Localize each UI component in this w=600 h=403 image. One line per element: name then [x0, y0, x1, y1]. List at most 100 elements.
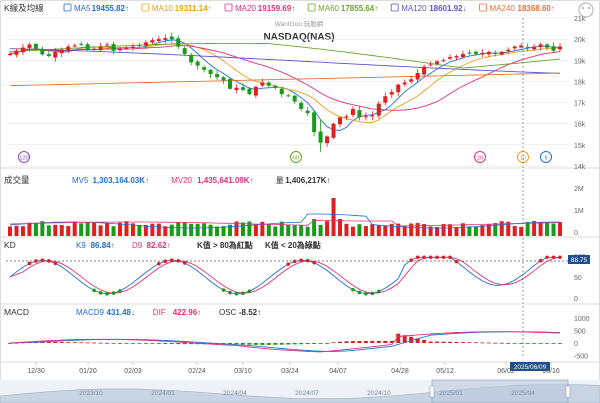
date-badge-bg	[510, 362, 550, 371]
candle-body	[312, 112, 317, 133]
event-marker[interactable]	[18, 151, 30, 163]
date-label: 04/28	[391, 368, 409, 375]
macd-osc-bar	[305, 343, 310, 345]
candle-body	[538, 44, 543, 48]
legend-checkbox[interactable]	[63, 3, 72, 12]
volume-bar	[266, 224, 271, 236]
candle-body	[415, 72, 420, 80]
volume-bar	[480, 225, 485, 236]
legend-checkbox[interactable]	[141, 3, 150, 12]
volume-bar	[460, 223, 465, 236]
kd-red-dot	[176, 259, 181, 263]
candle-body	[428, 64, 433, 66]
dif-line	[9, 331, 561, 353]
volume-bar	[525, 221, 530, 236]
candle-body	[266, 82, 271, 86]
volume-bar	[428, 226, 433, 236]
volume-bar	[415, 223, 420, 236]
macd-osc-bar	[59, 342, 64, 343]
kd-red-dot	[441, 255, 446, 260]
macd-osc-bar	[66, 342, 71, 343]
candle-body	[111, 44, 116, 51]
date-label: 06/02	[497, 368, 515, 375]
candle-body	[169, 36, 174, 40]
vol-tick-label: 2M	[574, 186, 584, 193]
candle-body	[46, 54, 51, 57]
legend-checkbox[interactable]	[307, 3, 316, 12]
kd-red-dot	[558, 255, 562, 260]
vol-legend-value: 1,406,217K↑	[285, 176, 330, 185]
ma-line	[9, 45, 561, 111]
candle-body	[396, 84, 401, 93]
volume-bar	[286, 224, 291, 236]
candle-body	[59, 49, 64, 54]
volume-bar	[396, 223, 401, 236]
volume-bar	[363, 226, 368, 236]
volume-bar	[376, 225, 381, 236]
date-label: 03/24	[281, 368, 299, 375]
candle-body	[447, 57, 453, 59]
macd-osc-bar	[240, 343, 245, 345]
volume-bar	[402, 225, 407, 236]
macd-osc-bar	[117, 343, 123, 344]
event-marker[interactable]	[474, 151, 486, 163]
macd-osc-bar	[460, 342, 465, 343]
macd-osc-bar	[506, 342, 511, 344]
macd-osc-bar	[182, 343, 187, 345]
volume-bar	[279, 221, 284, 236]
event-label: 20	[477, 156, 483, 162]
kd-legend-value: 86.84↑	[91, 241, 115, 250]
macd-osc-bar	[493, 342, 498, 344]
candle-body	[20, 47, 25, 53]
navigator-label: 2023/10	[79, 390, 103, 397]
macd-label: MACD	[4, 307, 29, 317]
kd-red-dot	[305, 258, 310, 263]
volume-bar	[189, 223, 194, 236]
macd-osc-bar	[447, 341, 453, 343]
kd-red-dot	[435, 255, 439, 260]
kd-red-dot	[40, 258, 45, 263]
price-tick-label: 15k	[574, 143, 586, 150]
ma-line-long	[9, 72, 561, 87]
macd-osc-bar	[292, 343, 297, 345]
navigator-handle-left[interactable]	[429, 385, 435, 398]
kd-legend-value: 82.62↑	[147, 241, 171, 250]
candle-body	[337, 117, 343, 125]
legend-value: 19455.82↑	[92, 4, 129, 13]
macd-osc-bar	[98, 342, 103, 344]
macd-osc-bar	[441, 341, 446, 343]
event-label: 120	[19, 156, 28, 162]
volume-bar	[435, 226, 440, 236]
volume-bar	[20, 226, 25, 236]
macd-osc-bar	[253, 343, 258, 345]
macd-osc-bar	[557, 343, 563, 344]
volume-bar	[40, 221, 45, 236]
navigator-label: 2025/04	[511, 390, 535, 397]
volume-bar	[85, 222, 90, 236]
macd-legend-value: -8.52↑	[239, 308, 261, 317]
event-marker[interactable]	[540, 151, 552, 163]
kd-red-dot	[409, 258, 413, 262]
candle-body	[163, 38, 168, 40]
macd-tick-label: 0	[574, 341, 578, 348]
volume-bar	[150, 223, 155, 236]
vol-legend-name: MV20	[171, 176, 192, 185]
macd-osc-bar	[402, 335, 407, 343]
legend-checkbox[interactable]	[390, 3, 399, 12]
volume-bar	[66, 226, 71, 236]
kd-red-dot	[163, 259, 168, 264]
navigator-handle-right[interactable]	[565, 385, 571, 398]
event-marker[interactable]	[290, 151, 302, 163]
candle-body	[137, 45, 142, 47]
legend-checkbox[interactable]	[224, 3, 233, 12]
candle-body	[124, 47, 129, 49]
volume-bar	[370, 224, 375, 236]
candle-body	[33, 43, 38, 49]
kd-green-dot	[234, 291, 239, 296]
volume-bar	[33, 223, 38, 236]
kd-green-dot	[118, 289, 122, 293]
candle-body	[318, 131, 323, 143]
volume-bar	[124, 221, 129, 236]
macd-osc-bar	[532, 343, 537, 344]
legend-checkbox[interactable]	[479, 3, 487, 12]
